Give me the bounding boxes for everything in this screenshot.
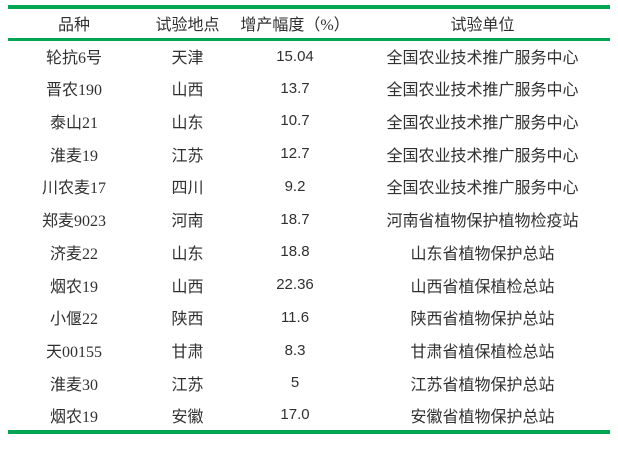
location-cell: 甘肃 [171, 344, 204, 362]
variety-cell: 天00155 [45, 344, 102, 362]
location-cell: 四川 [171, 180, 204, 198]
unit-cell: 山东省植物保护总站 [410, 245, 555, 263]
location-cell: 山西 [171, 278, 204, 296]
location-cell: 安徽 [171, 408, 204, 426]
unit-cell: 山西省植保植检总站 [410, 278, 555, 296]
yield-cell: 12.7 [280, 145, 310, 163]
table-body: 轮抗6号 天津 15.04 全国农业技术推广服务中心 晋农190 山西 13.7 全国农业技术… [8, 39, 610, 432]
location-cell: 江苏 [171, 147, 204, 165]
unit-cell: 河南省植物保护植物检疫站 [386, 213, 579, 231]
variety-cell: 淮麦30 [49, 376, 98, 394]
unit-cell: 安徽省植物保护总站 [410, 408, 555, 426]
unit-cell: 全国农业技术推广服务中心 [386, 82, 579, 100]
variety-cell: 川农麦17 [41, 180, 106, 198]
variety-cell: 轮抗6号 [45, 50, 102, 68]
column-header-location: 试验地点 [155, 17, 220, 35]
table-row: 轮抗6号 天津 15.04 全国农业技术推广服务中心 [8, 39, 610, 72]
unit-cell: 全国农业技术推广服务中心 [386, 50, 579, 68]
unit-cell: 全国农业技术推广服务中心 [386, 147, 579, 165]
table-row: 天00155 甘肃 8.3 甘肃省植保植检总站 [8, 334, 610, 367]
location-cell: 天津 [171, 50, 204, 68]
location-cell: 山东 [171, 114, 204, 132]
location-cell: 山西 [171, 82, 204, 100]
table-row: 泰山21 山东 10.7 全国农业技术推广服务中心 [8, 105, 610, 138]
table-row: 晋农190 山西 13.7 全国农业技术推广服务中心 [8, 72, 610, 105]
yield-cell: 17.0 [280, 406, 310, 424]
variety-cell: 济麦22 [49, 245, 98, 263]
table-row: 郑麦9023 河南 18.7 河南省植物保护植物检疫站 [8, 203, 610, 236]
column-header-variety: 品种 [57, 17, 90, 35]
column-header-yield: 增产幅度（%） [240, 17, 350, 35]
unit-cell: 陕西省植物保护总站 [410, 311, 555, 329]
table-row: 川农麦17 四川 9.2 全国农业技术推广服务中心 [8, 170, 610, 203]
variety-cell: 烟农19 [49, 408, 98, 426]
table-row: 小偃22 陕西 11.6 陕西省植物保护总站 [8, 301, 610, 334]
yield-cell: 10.7 [280, 112, 310, 130]
table-row: 烟农19 安徽 17.0 安徽省植物保护总站 [8, 399, 610, 432]
table-row: 烟农19 山西 22.36 山西省植保植检总站 [8, 268, 610, 301]
location-cell: 河南 [171, 213, 204, 231]
unit-cell: 全国农业技术推广服务中心 [386, 114, 579, 132]
yield-cell: 22.36 [276, 276, 314, 294]
yield-cell: 5 [290, 374, 300, 392]
unit-cell: 甘肃省植保植检总站 [410, 344, 555, 362]
column-header-unit: 试验单位 [450, 17, 515, 35]
unit-cell: 江苏省植物保护总站 [410, 376, 555, 394]
table-row: 淮麦30 江苏 5 江苏省植物保护总站 [8, 367, 610, 400]
header-row: 品种 试验地点 增产幅度（%） 试验单位 [8, 7, 610, 39]
variety-cell: 泰山21 [49, 114, 98, 132]
trial-results-table: 品种 试验地点 增产幅度（%） 试验单位 轮抗6号 天津 15.04 全国农业技术推广服务中… [8, 5, 610, 434]
variety-cell: 郑麦9023 [41, 213, 106, 231]
yield-cell: 15.04 [276, 47, 314, 65]
yield-cell: 11.6 [280, 308, 310, 326]
yield-cell: 18.7 [280, 210, 310, 228]
yield-cell: 13.7 [280, 79, 310, 97]
variety-cell: 晋农190 [45, 82, 102, 100]
table-row: 淮麦19 江苏 12.7 全国农业技术推广服务中心 [8, 137, 610, 170]
unit-cell: 全国农业技术推广服务中心 [386, 180, 579, 198]
location-cell: 江苏 [171, 376, 204, 394]
location-cell: 陕西 [171, 311, 204, 329]
yield-cell: 18.8 [280, 243, 310, 261]
table-row: 济麦22 山东 18.8 山东省植物保护总站 [8, 236, 610, 269]
location-cell: 山东 [171, 245, 204, 263]
yield-cell: 8.3 [284, 341, 306, 359]
variety-cell: 烟农19 [49, 278, 98, 296]
variety-cell: 小偃22 [49, 311, 98, 329]
yield-cell: 9.2 [284, 177, 306, 195]
variety-cell: 淮麦19 [49, 147, 98, 165]
